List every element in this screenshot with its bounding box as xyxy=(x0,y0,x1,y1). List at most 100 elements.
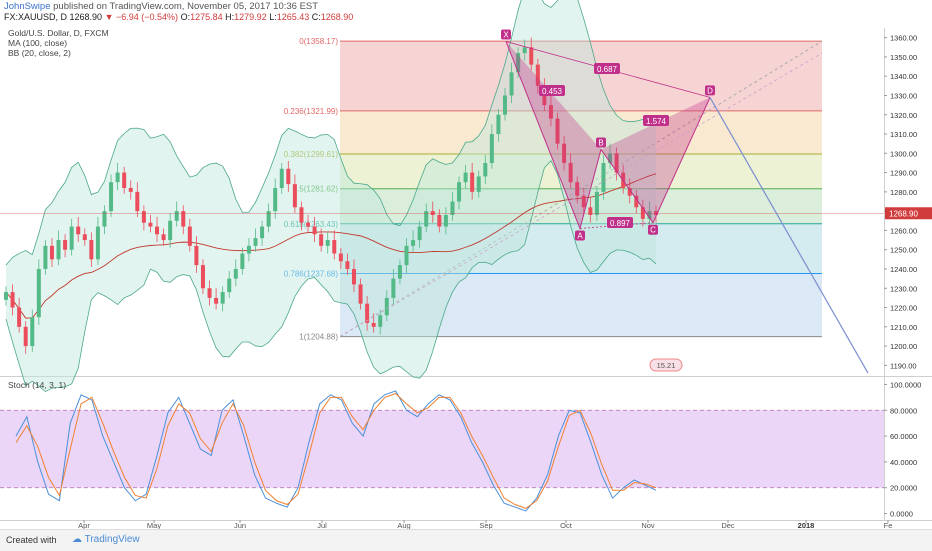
candle-body xyxy=(345,261,350,269)
candle-body xyxy=(135,191,140,212)
candle-body xyxy=(319,234,324,246)
y-tick-label: 1350.00 xyxy=(890,53,917,62)
candle-body xyxy=(542,85,547,106)
candle-body xyxy=(4,292,8,300)
candle-body xyxy=(404,245,409,266)
candle-body xyxy=(260,226,265,239)
stoch-tick-label: 100.0000 xyxy=(890,380,921,389)
y-tick-label: 1310.00 xyxy=(890,130,917,139)
candle-body xyxy=(654,211,658,215)
stoch-tick-label: 60.0000 xyxy=(890,432,917,441)
pattern-ratio-box xyxy=(607,217,633,228)
stoch-k-line xyxy=(15,390,657,512)
high-key: H: xyxy=(225,12,235,22)
bb-lower-line xyxy=(5,160,657,393)
candle-body xyxy=(424,211,429,227)
pattern-ac-line xyxy=(579,222,654,229)
annotation-badge xyxy=(649,358,683,372)
price-pane xyxy=(0,28,884,375)
stoch-legend[interactable]: Stoch (14, 3, 1) xyxy=(8,380,67,390)
created-with-label: Created with xyxy=(6,535,57,545)
candle-body xyxy=(168,220,173,241)
tradingview-brand: TradingView xyxy=(84,534,140,545)
stoch-tick-label: 80.0000 xyxy=(890,406,917,415)
candle-body xyxy=(279,168,284,189)
pattern-point-marker xyxy=(575,230,585,241)
candle-body xyxy=(437,214,442,227)
fib-zone xyxy=(340,273,822,337)
fib-trend-line xyxy=(339,40,823,338)
pattern-point-label: A xyxy=(577,231,583,240)
candle-body xyxy=(470,172,475,192)
candle-body xyxy=(647,211,652,219)
low-value: 1265.43 xyxy=(276,12,310,22)
indicator-legend-ma[interactable]: MA (100, close) xyxy=(8,38,68,48)
bb-band-fill xyxy=(6,0,656,392)
fib-level-label: 1(1204.88) xyxy=(299,333,338,342)
y-tick-label: 1250.00 xyxy=(890,246,917,255)
candle-body xyxy=(161,234,166,241)
symbol-label: FX:XAUUSD, D xyxy=(4,12,68,22)
candle-body xyxy=(516,53,521,73)
pattern-ratio-label: 0.687 xyxy=(597,65,618,74)
pattern-ratio-box xyxy=(643,115,669,126)
candle-body xyxy=(155,226,160,235)
fib-zone xyxy=(340,154,822,189)
fib-zone xyxy=(340,41,822,111)
candle-body xyxy=(194,245,199,266)
y-tick-label: 1220.00 xyxy=(890,304,917,313)
candle-body xyxy=(299,207,304,223)
candle-body xyxy=(187,226,192,246)
candle-body xyxy=(457,182,462,202)
close-value: 1268.90 xyxy=(320,12,354,22)
candle-body xyxy=(63,240,68,250)
last-price: 1268.90 xyxy=(69,12,103,22)
pattern-point-marker xyxy=(501,29,511,40)
candle-body xyxy=(489,134,494,163)
low-key: L: xyxy=(269,12,277,22)
candle-body xyxy=(555,118,560,144)
pattern-point-label: C xyxy=(650,226,656,235)
candle-body xyxy=(496,114,501,135)
candle-body xyxy=(588,207,593,215)
candle-body xyxy=(141,211,146,223)
high-value: 1279.92 xyxy=(234,12,267,22)
y-tick-label: 1190.00 xyxy=(890,361,917,370)
candle-body xyxy=(200,265,205,289)
candle-body xyxy=(430,211,435,215)
publish-line: JohnSwipe published on TradingView.com, … xyxy=(4,1,318,12)
stoch-tick-label: 20.0000 xyxy=(890,484,917,493)
candle-body xyxy=(95,226,100,260)
indicator-legend-bb[interactable]: BB (20, close, 2) xyxy=(8,48,71,58)
author-link[interactable]: JohnSwipe xyxy=(4,1,51,12)
fib-zone xyxy=(340,223,822,274)
candle-body xyxy=(273,188,278,212)
candle-body xyxy=(365,303,370,323)
candle-body xyxy=(220,292,225,304)
candle-body xyxy=(562,143,567,163)
bb-upper-line xyxy=(5,0,657,266)
candle-body xyxy=(325,240,330,246)
y-tick-label: 1280.00 xyxy=(890,188,917,197)
y-tick-label: 1200.00 xyxy=(890,342,917,351)
candle-body xyxy=(49,245,54,260)
candle-body xyxy=(76,226,81,235)
pattern-point-marker xyxy=(705,85,715,96)
candle-body xyxy=(306,222,311,227)
tradingview-logo[interactable]: ☁ TradingView xyxy=(72,534,140,545)
candle-body xyxy=(640,207,645,219)
pattern-point-label: B xyxy=(598,138,603,147)
candle-body xyxy=(36,268,41,318)
indicator-legend-instrument[interactable]: Gold/U.S. Dollar, D, FXCM xyxy=(8,28,109,38)
candle-body xyxy=(10,292,15,308)
stoch-d-line xyxy=(15,392,657,509)
last-price-tag xyxy=(885,207,932,220)
candle-body xyxy=(483,162,488,177)
candle-body xyxy=(109,182,114,212)
candle-body xyxy=(332,240,337,254)
y-tick-label: 1210.00 xyxy=(890,323,917,332)
candle-body xyxy=(502,95,507,115)
candle-body xyxy=(148,222,153,227)
candle-body xyxy=(128,188,133,192)
